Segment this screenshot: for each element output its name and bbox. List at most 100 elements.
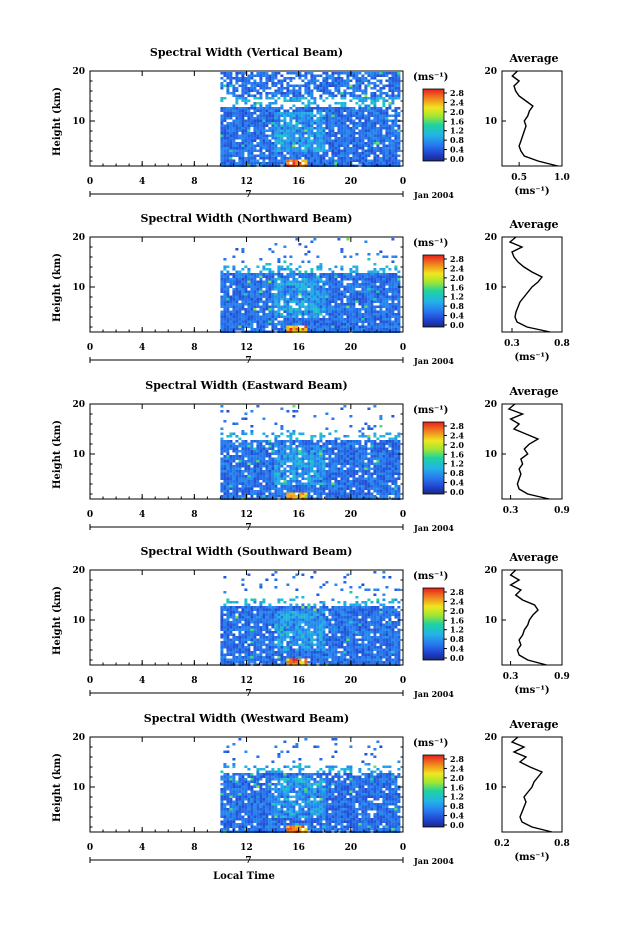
heatmap-cell xyxy=(352,472,356,475)
heatmap-cell xyxy=(259,492,263,495)
heatmap-cell xyxy=(304,295,308,298)
heatmap-cell xyxy=(268,487,272,490)
heatmap-cell xyxy=(355,124,359,127)
heatmap-cell xyxy=(307,472,311,475)
heatmap-cell xyxy=(361,313,365,316)
heatmap-cell xyxy=(322,482,326,485)
heatmap-cell xyxy=(343,460,347,463)
heatmap-cell xyxy=(271,275,275,278)
heatmap-cell xyxy=(394,154,398,157)
heatmap-cell xyxy=(358,152,362,155)
heatmap-cell xyxy=(259,74,263,77)
heatmap-cell xyxy=(322,285,326,288)
heatmap-cell xyxy=(382,112,386,115)
heatmap-cell xyxy=(238,142,242,145)
heatmap-cell xyxy=(328,139,332,142)
heatmap-cell xyxy=(250,303,254,306)
heatmap-cell xyxy=(229,278,233,281)
heatmap-cell xyxy=(298,288,302,291)
heatmap-cell xyxy=(283,315,287,318)
heatmap-cell xyxy=(256,142,260,145)
heatmap-cell xyxy=(313,139,317,142)
heatmap-cell xyxy=(241,452,245,455)
heatmap-cell xyxy=(370,487,374,490)
heatmap-cell xyxy=(346,475,350,478)
heatmap-cell xyxy=(235,114,239,117)
heatmap-cell xyxy=(280,455,284,458)
heatmap-cell xyxy=(358,320,362,323)
heatmap-cell xyxy=(265,293,269,296)
heatmap-cell xyxy=(364,87,368,90)
heatmap-cell xyxy=(343,455,347,458)
heatmap-cell xyxy=(391,467,395,470)
heatmap-cell xyxy=(304,492,308,495)
heatmap-cell xyxy=(271,492,275,495)
heatmap-cell xyxy=(307,92,311,95)
heatmap-cell xyxy=(247,318,251,321)
heatmap-cell xyxy=(289,132,293,135)
heatmap-cell xyxy=(304,298,308,301)
heatmap-cell xyxy=(244,142,248,145)
heatmap-cell xyxy=(388,445,392,448)
heatmap-cell xyxy=(394,313,398,316)
heatmap-cell xyxy=(238,288,242,291)
heatmap-cell xyxy=(235,298,239,301)
heatmap-cell xyxy=(340,112,344,115)
heatmap-cell xyxy=(376,162,380,165)
heatmap-cell xyxy=(397,300,401,303)
heatmap-cell xyxy=(286,124,290,127)
heatmap-cell xyxy=(226,435,230,438)
heatmap-cell xyxy=(292,492,296,495)
heatmap-cell xyxy=(316,450,320,453)
heatmap-cell xyxy=(280,447,284,450)
date-label: Jan 2004 xyxy=(413,356,454,366)
heatmap-cell xyxy=(301,460,305,463)
heatmap-cell xyxy=(298,142,302,145)
heatmap-cell xyxy=(295,142,299,145)
heatmap-cell xyxy=(319,117,323,120)
heatmap-cell xyxy=(325,149,329,152)
heatmap-cell xyxy=(304,253,308,256)
heatmap-cell xyxy=(262,457,266,460)
heatmap-cell xyxy=(325,440,329,443)
heatmap-cell xyxy=(289,152,293,155)
heatmap-cell xyxy=(226,72,230,75)
heatmap-cell xyxy=(259,320,263,323)
heatmap-cell xyxy=(277,142,281,145)
heatmap-cell xyxy=(271,122,275,125)
heatmap-cell xyxy=(370,482,374,485)
heatmap-cell xyxy=(319,480,323,483)
heatmap-cell xyxy=(271,124,275,127)
heatmap-cell xyxy=(229,283,233,286)
heatmap-cell xyxy=(289,325,293,328)
heatmap-cell xyxy=(388,87,392,90)
heatmap-cell xyxy=(358,310,362,313)
heatmap-cell xyxy=(352,477,356,480)
heatmap-cell xyxy=(286,268,290,271)
heatmap-cell xyxy=(241,268,245,271)
heatmap-cell xyxy=(274,142,278,145)
heatmap-cell xyxy=(316,109,320,112)
heatmap-cell xyxy=(289,310,293,313)
heatmap-cell xyxy=(382,74,386,77)
heatmap-cell xyxy=(244,89,248,92)
heatmap-cell xyxy=(301,154,305,157)
heatmap-cell xyxy=(235,278,239,281)
heatmap-cell xyxy=(310,300,314,303)
heatmap-cell xyxy=(238,313,242,316)
heatmap-cell xyxy=(388,159,392,162)
heatmap-cell xyxy=(283,450,287,453)
heatmap-cell xyxy=(358,144,362,147)
heatmap-cell xyxy=(391,442,395,445)
heatmap-cell xyxy=(241,92,245,95)
heatmap-cell xyxy=(238,323,242,326)
heatmap-cell xyxy=(259,152,263,155)
heatmap-cell xyxy=(376,452,380,455)
heatmap-cell xyxy=(334,437,338,440)
heatmap-cell xyxy=(388,323,392,326)
heatmap-cell xyxy=(238,303,242,306)
heatmap-cell xyxy=(367,298,371,301)
heatmap-cell xyxy=(244,265,248,268)
heatmap-cell xyxy=(310,122,314,125)
heatmap-cell xyxy=(319,109,323,112)
